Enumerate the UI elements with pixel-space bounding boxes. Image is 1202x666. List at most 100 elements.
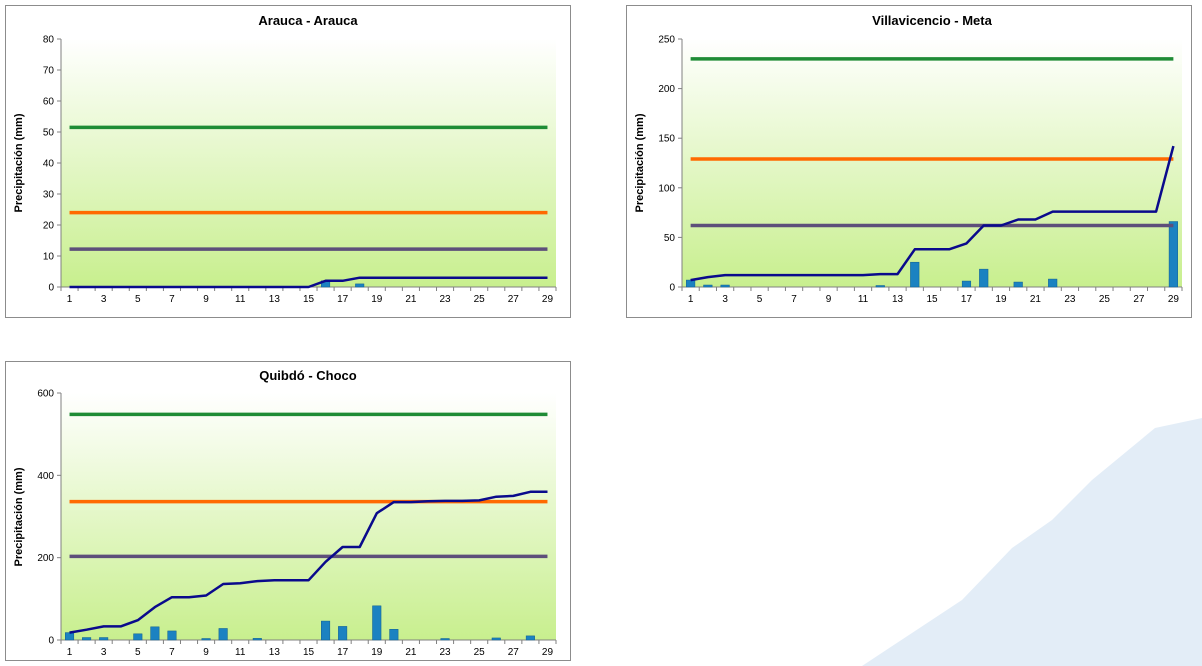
y-tick-label: 40 (43, 159, 55, 170)
x-tick-label: 17 (337, 647, 349, 658)
x-tick-label: 7 (169, 294, 175, 305)
y-tick-label: 0 (48, 283, 54, 294)
chart-arauca-svg: Arauca - Arauca Precipitación (mm) 0 10 20… (13, 13, 557, 305)
bar-daily (82, 637, 92, 641)
x-tick-label: 29 (1168, 294, 1180, 305)
bar-daily (910, 261, 920, 288)
y-tick-label: 200 (658, 84, 675, 95)
x-tick-label: 25 (474, 294, 486, 305)
bar-daily (875, 285, 885, 288)
x-tick-label: 7 (791, 294, 797, 305)
bar-daily (252, 638, 262, 641)
x-tick-label: 19 (371, 294, 383, 305)
bar-daily (491, 637, 501, 641)
x-tick-label: 21 (1030, 294, 1042, 305)
x-tick-label: 27 (1133, 294, 1145, 305)
x-tick-label: 15 (303, 647, 315, 658)
y-tick-label: 30 (43, 190, 55, 201)
bar-daily (150, 626, 160, 641)
bar-daily (99, 637, 109, 641)
x-tick-label: 23 (439, 294, 451, 305)
x-tick-label: 11 (858, 294, 869, 305)
bar-daily (1168, 221, 1178, 288)
plot-area (61, 39, 556, 287)
x-tick-label: 3 (101, 647, 107, 658)
x-tick-label: 11 (235, 294, 246, 305)
y-tick-label: 80 (43, 35, 55, 46)
chart-arauca: Arauca - Arauca Precipitación (mm) 0 10 20… (5, 5, 571, 318)
chart-title: Quibdó - Choco (259, 368, 357, 383)
y-tick-label: 150 (658, 134, 675, 145)
x-tick-label: 21 (405, 294, 417, 305)
bar-daily (979, 268, 989, 288)
chart-title: Arauca - Arauca (258, 13, 358, 28)
x-tick-label: 13 (269, 294, 281, 305)
bar-daily (440, 638, 450, 641)
bar-daily (703, 284, 713, 288)
y-tick-label: 70 (43, 66, 55, 77)
y-tick-label: 600 (37, 389, 54, 400)
x-tick-label: 1 (67, 294, 73, 305)
x-tick-label: 19 (371, 647, 383, 658)
y-tick-label: 250 (658, 35, 675, 46)
bar-daily (372, 605, 382, 641)
x-tick-label: 5 (135, 647, 141, 658)
x-tick-label: 29 (542, 647, 554, 658)
cumulative-line (690, 145, 1175, 282)
x-tick-label: 15 (303, 294, 315, 305)
y-axis-label: Precipitación (mm) (13, 467, 25, 566)
x-tick-label: 9 (826, 294, 832, 305)
y-tick-label: 50 (664, 233, 676, 244)
x-tick-label: 17 (961, 294, 973, 305)
y-tick-label: 0 (669, 283, 675, 294)
x-tick-label: 7 (169, 647, 175, 658)
x-tick-label: 23 (439, 647, 451, 658)
bar-daily (525, 635, 535, 641)
x-tick-label: 13 (892, 294, 904, 305)
chart-villavicencio: Villavicencio - Meta Precipitación (mm) … (626, 5, 1192, 318)
x-tick-label: 17 (337, 294, 349, 305)
x-tick-label: 25 (1099, 294, 1111, 305)
cumulative-line (69, 490, 548, 634)
bar-daily (65, 632, 75, 641)
bar-daily (961, 280, 972, 288)
x-tick-label: 15 (926, 294, 938, 305)
y-tick-label: 0 (48, 636, 54, 647)
y-axis-label: Precipitación (mm) (13, 113, 25, 212)
bar-daily (133, 633, 143, 641)
bar-daily (1048, 278, 1058, 288)
x-tick-label: 21 (405, 647, 417, 658)
bar-daily (167, 630, 177, 641)
chart-villavicencio-svg: Villavicencio - Meta Precipitación (mm) … (634, 13, 1183, 305)
y-axis-label: Precipitación (mm) (634, 113, 646, 212)
x-tick-label: 3 (722, 294, 728, 305)
x-tick-label: 23 (1064, 294, 1076, 305)
bar-daily (720, 284, 730, 288)
y-tick-label: 200 (37, 553, 54, 564)
x-tick-label: 3 (101, 294, 107, 305)
x-tick-label: 19 (995, 294, 1007, 305)
x-tick-label: 1 (67, 647, 73, 658)
plot-area (61, 393, 556, 640)
plot-area (682, 39, 1182, 287)
x-tick-label: 9 (203, 294, 209, 305)
x-tick-label: 5 (757, 294, 763, 305)
x-tick-label: 1 (688, 294, 694, 305)
bar-daily (321, 620, 331, 641)
x-tick-label: 9 (203, 647, 209, 658)
x-tick-label: 25 (474, 647, 486, 658)
x-tick-label: 11 (235, 647, 246, 658)
x-tick-label: 5 (135, 294, 141, 305)
x-tick-label: 27 (508, 647, 520, 658)
y-tick-label: 20 (43, 221, 55, 232)
y-tick-label: 400 (37, 471, 54, 482)
x-tick-label: 29 (542, 294, 554, 305)
chart-quibdo-svg: Quibdó - Choco Precipitación (mm) 0 200 40… (13, 368, 557, 658)
cumulative-line (69, 276, 548, 289)
x-tick-label: 13 (269, 647, 281, 658)
chart-title: Villavicencio - Meta (872, 13, 992, 28)
